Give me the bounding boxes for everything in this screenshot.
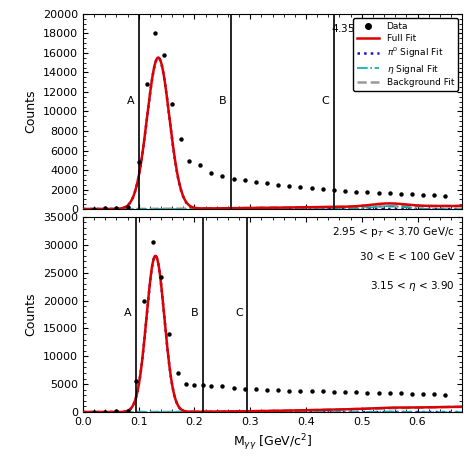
X-axis label: M$_{\gamma\gamma}$ [GeV/c$^2$]: M$_{\gamma\gamma}$ [GeV/c$^2$] bbox=[233, 432, 312, 453]
Text: 30 < E < 70 GeV: 30 < E < 70 GeV bbox=[366, 49, 455, 59]
Text: A: A bbox=[127, 96, 134, 106]
Text: 4.35 < p$_T$ < 5.15 GeV/c: 4.35 < p$_T$ < 5.15 GeV/c bbox=[331, 22, 455, 36]
Y-axis label: Counts: Counts bbox=[24, 293, 37, 336]
Text: 2.65 < $\eta$ < 3.15: 2.65 < $\eta$ < 3.15 bbox=[370, 76, 455, 90]
Y-axis label: Counts: Counts bbox=[24, 90, 37, 133]
Legend: Data, Full Fit, $\pi^0$ Signal Fit, $\eta$ Signal Fit, Background Fit: Data, Full Fit, $\pi^0$ Signal Fit, $\et… bbox=[353, 19, 457, 91]
Text: 2.95 < p$_T$ < 3.70 GeV/c: 2.95 < p$_T$ < 3.70 GeV/c bbox=[332, 225, 455, 239]
Text: B: B bbox=[219, 96, 226, 106]
Text: B: B bbox=[191, 308, 199, 319]
Text: A: A bbox=[124, 308, 131, 319]
Text: C: C bbox=[322, 96, 329, 106]
Text: 30 < E < 100 GeV: 30 < E < 100 GeV bbox=[360, 252, 455, 262]
Text: C: C bbox=[235, 308, 243, 319]
Text: 3.15 < $\eta$ < 3.90: 3.15 < $\eta$ < 3.90 bbox=[370, 279, 455, 294]
